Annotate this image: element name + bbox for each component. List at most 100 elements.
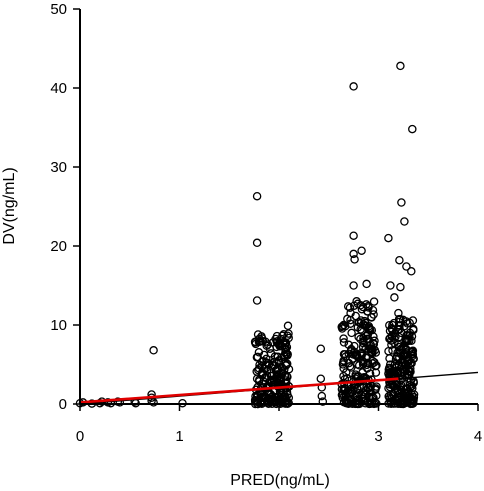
data-point [283, 321, 293, 331]
cluster-point [356, 316, 366, 325]
data-point [396, 282, 405, 292]
cluster-point [369, 297, 379, 306]
y-tick-label: 10 [50, 317, 67, 334]
data-point [354, 332, 363, 342]
data-point [403, 319, 412, 328]
data-point [370, 336, 379, 346]
data-point [391, 332, 400, 342]
data-point [266, 390, 276, 399]
data-point [392, 380, 401, 389]
y-axis-ticks: 0 10 20 30 40 50 [50, 1, 80, 413]
data-point [408, 124, 417, 134]
data-point [406, 364, 415, 373]
data-point [367, 312, 376, 322]
cluster-point [262, 341, 271, 351]
data-point [387, 340, 396, 350]
data-point [252, 238, 262, 248]
data-point [282, 387, 292, 397]
cluster-point [391, 363, 400, 372]
data-point [365, 324, 374, 334]
data-point [276, 376, 286, 385]
y-tick-label: 0 [59, 396, 67, 413]
cluster-point [274, 339, 283, 349]
data-point [407, 348, 416, 357]
data-point [397, 328, 406, 338]
data-point [394, 308, 403, 318]
data-point [358, 368, 367, 377]
cluster-point [278, 331, 287, 341]
data-point [339, 320, 348, 330]
data-point [386, 368, 395, 377]
cluster-point [390, 328, 400, 338]
data-point [405, 336, 414, 346]
data-point [356, 301, 365, 310]
trend-line [79, 377, 399, 404]
data-point [384, 233, 393, 243]
x-tick-label: 2 [275, 428, 283, 445]
cluster-point [339, 338, 349, 347]
data-point [254, 364, 264, 373]
cluster-point [351, 392, 360, 401]
reference-lines [79, 371, 479, 405]
cluster-point [395, 390, 404, 399]
cluster-point [369, 310, 378, 319]
cluster-point [361, 386, 371, 395]
y-tick-label: 20 [50, 238, 67, 255]
data-point [349, 231, 358, 240]
data-point [346, 308, 355, 318]
x-tick-label: 0 [76, 428, 84, 445]
x-tick-label: 3 [374, 428, 382, 445]
data-point [357, 246, 366, 255]
data-point [359, 390, 368, 399]
data-point [398, 372, 407, 381]
y-tick-label: 50 [50, 1, 67, 18]
data-point [350, 255, 359, 264]
data-point [271, 366, 281, 376]
x-axis-label: PRED(ng/mL) [230, 472, 330, 489]
data-point [347, 328, 356, 338]
data-point [361, 344, 370, 353]
cluster-point [341, 352, 350, 361]
data-points [75, 61, 419, 409]
data-point [268, 338, 278, 347]
cluster-point [408, 349, 418, 359]
data-point [386, 281, 395, 290]
cluster-point [283, 372, 292, 382]
data-point [318, 397, 328, 406]
cluster-point [369, 339, 379, 349]
data-point [363, 358, 372, 368]
data-point [281, 344, 291, 353]
data-point [362, 279, 371, 289]
cluster-point [349, 301, 359, 310]
cluster-point [274, 356, 284, 365]
x-axis-ticks: 0 1 2 3 4 [76, 404, 482, 445]
cluster-point [266, 371, 276, 381]
data-point [317, 391, 327, 401]
cluster-point [255, 334, 264, 343]
data-point [316, 374, 326, 383]
data-point [316, 344, 326, 353]
cluster-point [386, 397, 395, 407]
cluster-point [267, 393, 276, 402]
data-point [349, 249, 358, 259]
data-point [252, 296, 262, 305]
data-point [339, 356, 348, 365]
data-point [259, 350, 269, 360]
data-point [393, 352, 402, 361]
data-point [360, 316, 369, 326]
data-point [351, 372, 360, 381]
data-point [274, 395, 284, 404]
cluster-point [338, 360, 348, 369]
x-tick-label: 1 [175, 428, 183, 445]
data-point [395, 255, 404, 265]
cluster-point [364, 335, 373, 344]
data-point [349, 82, 358, 91]
cluster-point [352, 384, 362, 393]
data-point [272, 331, 282, 341]
cluster-point [357, 304, 367, 314]
data-point [402, 262, 411, 271]
data-point [252, 374, 262, 383]
data-point [369, 393, 378, 402]
data-point [368, 348, 377, 357]
cluster-point [388, 346, 397, 355]
